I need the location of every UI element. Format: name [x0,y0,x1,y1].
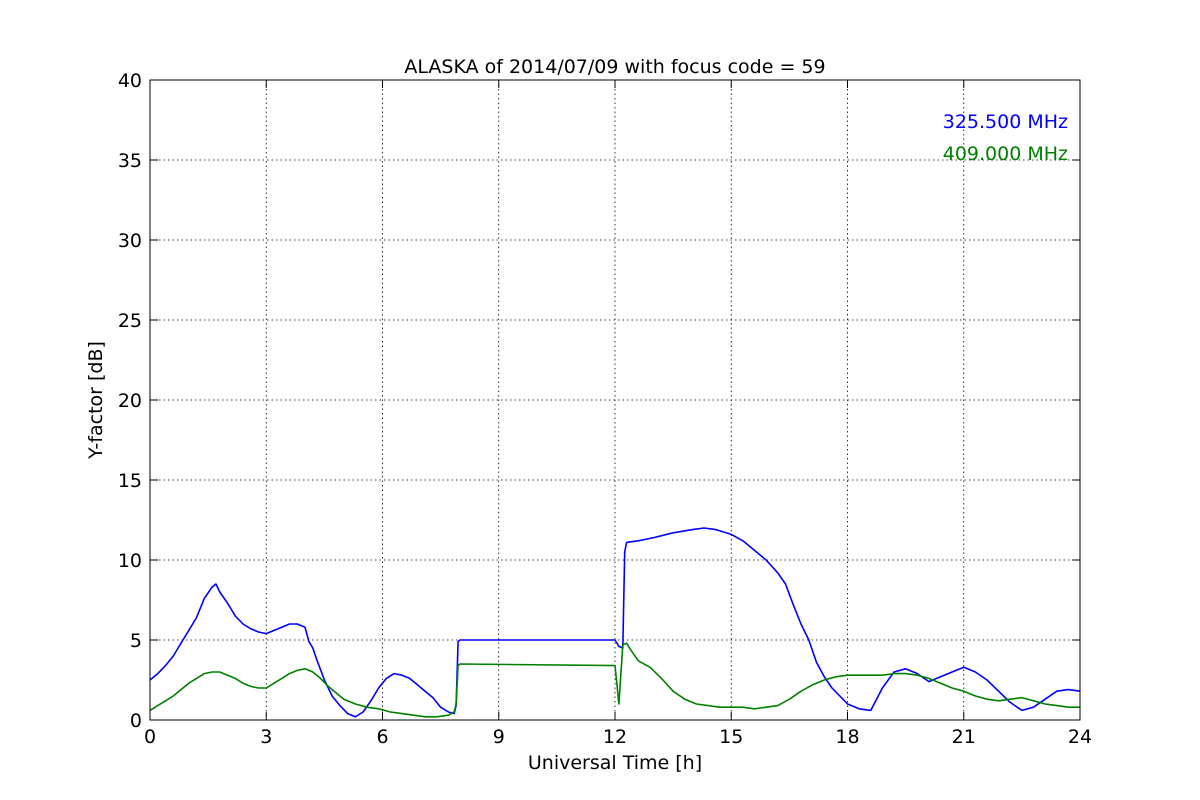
legend-entry-0: 325.500 MHz [943,111,1068,133]
chart-title: ALASKA of 2014/07/09 with focus code = 5… [404,56,825,78]
y-tick-label: 30 [118,230,142,252]
x-tick-label: 0 [144,726,156,748]
legend: 325.500 MHz 409.000 MHz [943,111,1068,165]
y-tick-label: 0 [130,710,142,732]
y-tick-label: 15 [118,470,142,492]
axis-ticks: 0 3 6 9 12 15 18 21 24 0 5 10 15 20 25 30 35 40 [118,70,1092,748]
y-tick-label: 10 [118,550,142,572]
y-tick-label: 20 [118,390,142,412]
series-line-0 [149,527,1081,718]
x-tick-label: 12 [603,726,627,748]
x-tick-label: 6 [376,726,388,748]
x-tick-label: 18 [835,726,859,748]
x-axis-label: Universal Time [h] [528,752,702,774]
x-tick-label: 9 [493,726,505,748]
x-tick-label: 21 [952,726,976,748]
x-tick-label: 15 [719,726,743,748]
legend-entry-1: 409.000 MHz [943,143,1068,165]
y-tick-label: 25 [118,310,142,332]
y-tick-label: 35 [118,150,142,172]
grid [150,80,1080,720]
x-tick-label: 24 [1068,726,1092,748]
x-tick-label: 3 [260,726,272,748]
y-tick-label: 5 [130,630,142,652]
y-tick-label: 40 [118,70,142,92]
series-line-1 [149,642,1080,718]
series-lines [149,527,1081,718]
y-axis-label: Y-factor [dB] [85,341,107,460]
